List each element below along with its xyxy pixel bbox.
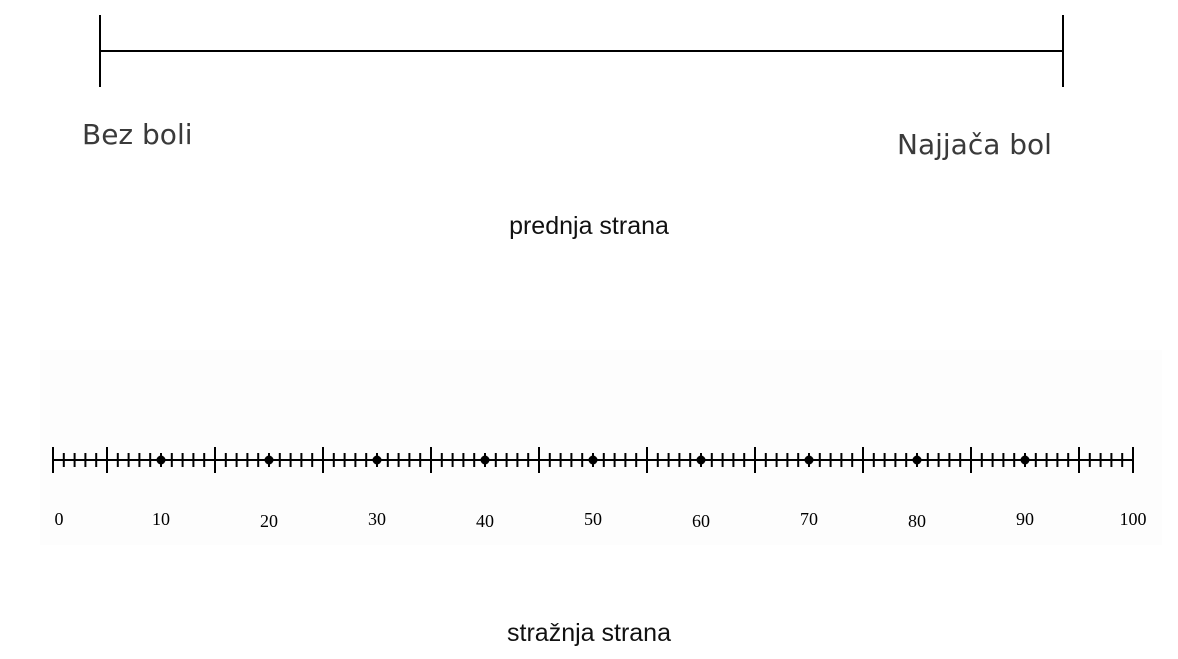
back-scale-dot-80 [912,455,922,465]
back-scale-label-40: 40 [476,511,494,531]
back-scale-label-90: 90 [1016,509,1034,529]
back-scale-label-20: 20 [260,511,278,531]
back-scale-label-0: 0 [55,509,64,529]
back-scale-label-50: 50 [584,509,602,529]
back-scale-label-80: 80 [908,511,926,531]
back-scale-dot-40 [480,455,490,465]
front-visual-analogue-line [99,15,1064,87]
worst-pain-label: Najjača bol [897,128,1052,161]
back-scale-dot-30 [372,455,382,465]
back-scale-dot-20 [264,455,274,465]
back-scale-label-70: 70 [800,509,818,529]
back-scale-label-10: 10 [152,509,170,529]
back-scale-label-30: 30 [368,509,386,529]
back-scale-dot-90 [1020,455,1030,465]
back-scale-labels: 0 10 20 30 40 50 60 70 80 90 100 [55,509,1147,531]
front-side-caption: prednja strana [509,212,669,240]
back-numeric-scale: 0 10 20 30 40 50 60 70 80 90 100 [52,447,1147,531]
back-scale-panel [40,350,1162,545]
back-scale-dot-60 [696,455,706,465]
back-side-caption: stražnja strana [507,619,671,647]
back-scale-dot-70 [804,455,814,465]
back-scale-dot-10 [156,455,166,465]
back-scale-label-60: 60 [692,511,710,531]
no-pain-label: Bez boli [82,118,193,151]
back-scale-label-100: 100 [1120,509,1147,529]
back-scale-dot-50 [588,455,598,465]
back-scale-ticks [52,447,1134,473]
